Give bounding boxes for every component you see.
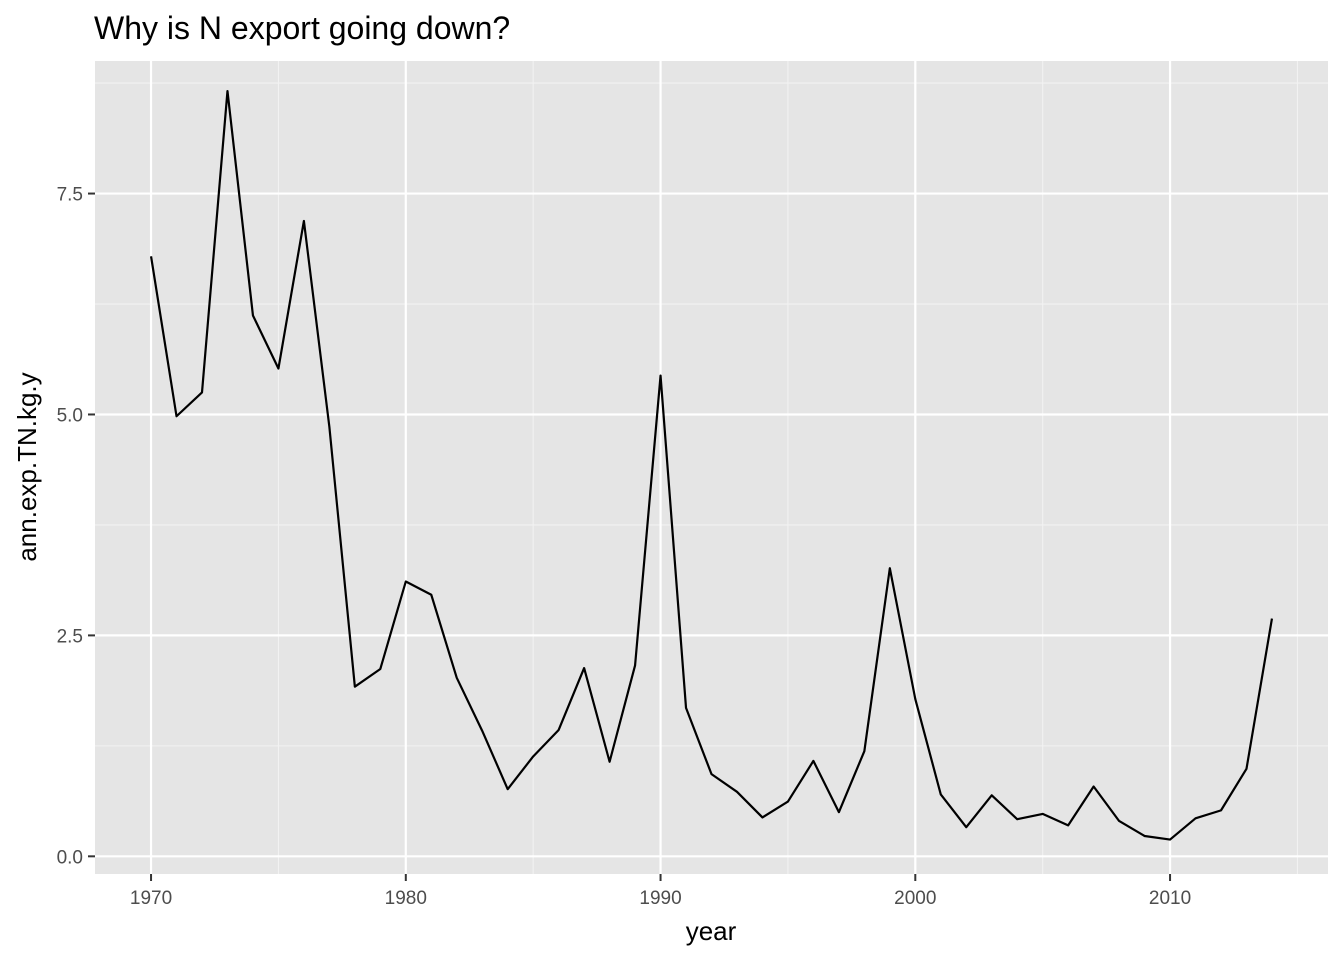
grid-major [95,61,1328,874]
x-tick-label: 2000 [894,888,936,909]
x-axis: 1970 1980 1990 2000 2010 [130,874,1191,909]
y-tick-label: 5.0 [57,405,83,426]
y-axis-title: ann.exp.TN.kg.y [12,372,42,561]
series-line [149,89,1274,841]
x-tick-label: 2010 [1149,888,1191,909]
y-axis: 0.0 2.5 5.0 7.5 [57,185,95,868]
y-tick-label: 2.5 [57,626,83,647]
x-tick-label: 1990 [639,888,681,909]
chart-title: Why is N export going down? [94,10,510,46]
y-tick-label: 7.5 [57,185,83,206]
y-tick-label: 0.0 [57,847,83,868]
x-tick-label: 1970 [130,888,172,909]
grid-minor [95,61,1328,874]
x-tick-label: 1980 [385,888,427,909]
plot-panel [95,61,1328,874]
x-axis-title: year [686,916,737,946]
